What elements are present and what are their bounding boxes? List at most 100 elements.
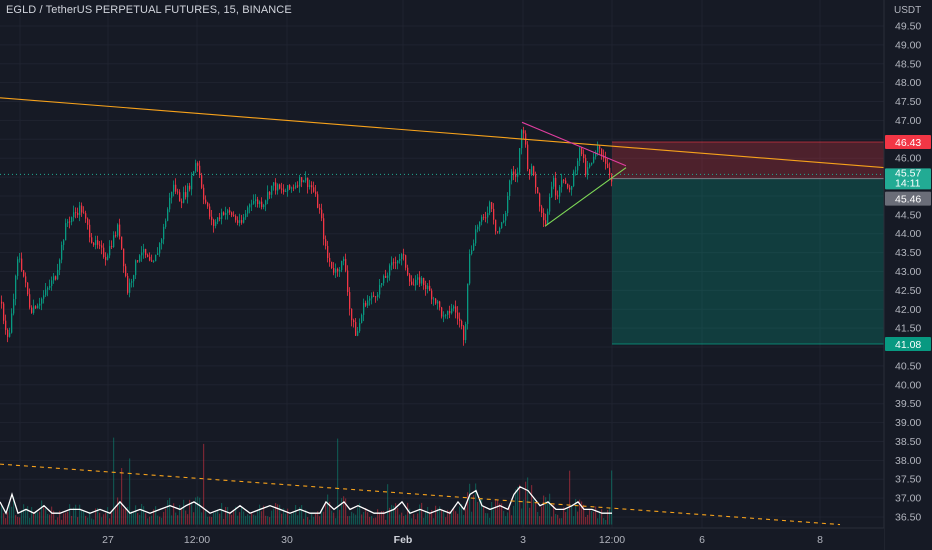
candle-body bbox=[127, 275, 129, 293]
candle-body bbox=[433, 298, 435, 300]
candle-body bbox=[597, 146, 599, 153]
time-tick-label: Feb bbox=[394, 534, 413, 546]
candle-body bbox=[319, 207, 321, 210]
volume-bar bbox=[365, 507, 367, 525]
candle-body bbox=[33, 306, 35, 313]
volume-bar bbox=[217, 509, 219, 525]
candle-body bbox=[65, 223, 67, 241]
volume-bar bbox=[63, 513, 65, 525]
volume-bar bbox=[255, 515, 257, 525]
candle-body bbox=[171, 191, 173, 198]
volume-bar bbox=[569, 470, 571, 525]
volume-bar bbox=[393, 505, 395, 525]
candle-body bbox=[37, 305, 39, 309]
candle-body bbox=[559, 186, 561, 197]
candle-body bbox=[381, 283, 383, 285]
volume-bar bbox=[85, 515, 87, 525]
time-axis[interactable]: 27 12:00 30 Feb 3 12:00 6 8 bbox=[0, 527, 884, 550]
volume-bar bbox=[447, 509, 449, 525]
candle-body bbox=[221, 212, 223, 219]
volume-bar bbox=[245, 516, 247, 525]
candle-body bbox=[251, 203, 253, 205]
candle-body bbox=[581, 147, 583, 155]
volume-bar bbox=[529, 507, 531, 525]
price-tick-label: 47.00 bbox=[895, 115, 921, 127]
candle-body bbox=[89, 224, 91, 238]
candle-body bbox=[321, 209, 323, 219]
volume-bar bbox=[261, 511, 263, 525]
candle-body bbox=[547, 211, 549, 225]
price-tick-label: 38.50 bbox=[895, 436, 921, 448]
candle-body bbox=[297, 185, 299, 187]
candle-body bbox=[19, 258, 21, 260]
candle-body bbox=[145, 248, 147, 255]
candle-body bbox=[43, 295, 45, 299]
candle-body bbox=[301, 177, 303, 183]
volume-bar bbox=[367, 512, 369, 525]
volume-bar bbox=[539, 516, 541, 525]
price-tick-label: 37.00 bbox=[895, 493, 921, 505]
candle-body bbox=[101, 245, 103, 248]
candle-body bbox=[337, 268, 339, 272]
volume-bar bbox=[159, 516, 161, 525]
volume-bar bbox=[369, 516, 371, 525]
volume-bar bbox=[591, 510, 593, 525]
volume-bar bbox=[601, 509, 603, 525]
candle-body bbox=[231, 212, 233, 216]
volume-bar bbox=[519, 484, 521, 525]
candle-body bbox=[351, 308, 353, 321]
volume-bar bbox=[263, 505, 265, 525]
volume-bar bbox=[11, 506, 13, 525]
candle-body bbox=[109, 246, 111, 256]
volume-bar bbox=[527, 477, 529, 525]
volume-bar bbox=[97, 507, 99, 525]
candle-body bbox=[281, 188, 283, 190]
volume-bar bbox=[521, 508, 523, 525]
candle-body bbox=[353, 320, 355, 323]
candle-body bbox=[185, 192, 187, 198]
volume-bar bbox=[169, 497, 171, 525]
candle-body bbox=[545, 220, 547, 225]
price-tick-label: 43.50 bbox=[895, 247, 921, 259]
candle-body bbox=[487, 212, 489, 218]
candle-body bbox=[181, 201, 183, 203]
candle-body bbox=[179, 192, 181, 202]
candle-body bbox=[345, 258, 347, 271]
volume-bar bbox=[117, 497, 119, 525]
price-axis[interactable]: USDT 36.50 37.00 37.50 38.00 38.50 39.00 39.50 4… bbox=[883, 0, 932, 550]
candle-body bbox=[563, 180, 565, 182]
candle-body bbox=[263, 204, 265, 208]
candle-body bbox=[451, 308, 453, 314]
time-tick-label: 12:00 bbox=[184, 534, 210, 546]
candle-body bbox=[97, 240, 99, 245]
volume-bar bbox=[175, 512, 177, 525]
volume-bar bbox=[279, 504, 281, 525]
volume-bar bbox=[445, 517, 447, 525]
candle-body bbox=[429, 285, 431, 291]
volume-bar bbox=[501, 503, 503, 525]
candle-body bbox=[339, 270, 341, 272]
candle-body bbox=[529, 169, 531, 175]
candle-body bbox=[167, 209, 169, 221]
volume-bar bbox=[47, 513, 49, 525]
candle-body bbox=[307, 177, 309, 188]
candle-body bbox=[459, 318, 461, 321]
volume-bar bbox=[459, 506, 461, 525]
candle-body bbox=[153, 261, 155, 262]
candle-body bbox=[471, 250, 473, 254]
volume-bar bbox=[413, 514, 415, 525]
volume-bar bbox=[553, 504, 555, 525]
candle-body bbox=[325, 239, 327, 246]
candle-body bbox=[77, 212, 79, 216]
volume-bar bbox=[45, 508, 47, 525]
candle-body bbox=[75, 212, 77, 214]
volume-bar bbox=[399, 514, 401, 525]
candle-body bbox=[557, 195, 559, 197]
candle-body bbox=[601, 148, 603, 156]
candle-body bbox=[443, 315, 445, 317]
volume-bar bbox=[359, 503, 361, 525]
volume-bar bbox=[51, 506, 53, 525]
volume-bar bbox=[241, 506, 243, 525]
volume-bar bbox=[483, 506, 485, 525]
